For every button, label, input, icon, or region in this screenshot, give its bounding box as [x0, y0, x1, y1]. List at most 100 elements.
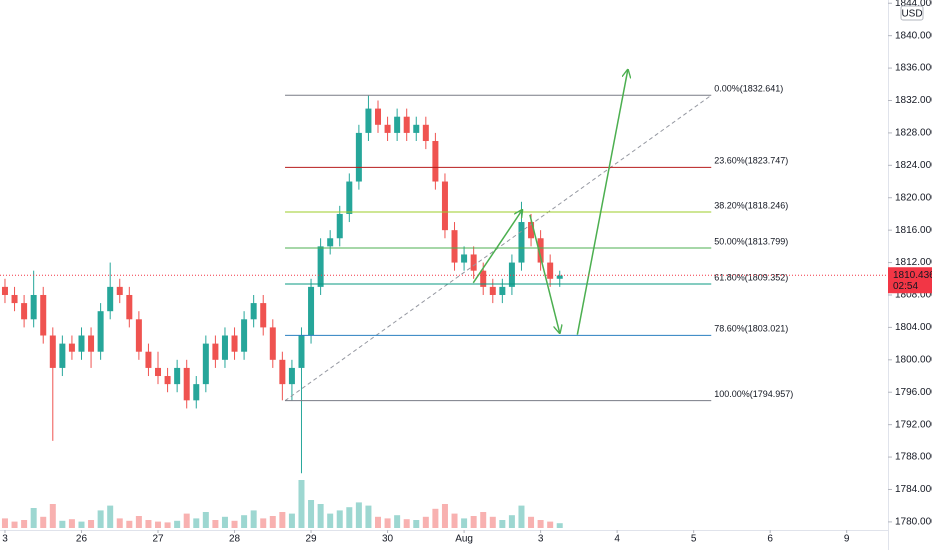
candle-body [528, 222, 535, 239]
volume-bar [556, 523, 563, 528]
volume-bar [317, 504, 324, 528]
volume-bar [375, 516, 382, 528]
forecast-arrow [576, 70, 628, 335]
volume-bar [1, 518, 8, 528]
candle-body [346, 181, 353, 214]
candle-body [365, 108, 372, 133]
candle-body [470, 254, 477, 271]
plot: 0.00%(1832.641) 23.60%(1823.747) 38.20%(18… [0, 70, 888, 528]
currency-box [900, 5, 924, 21]
volume-bar [269, 516, 276, 528]
candle-body [135, 319, 142, 352]
candle-body [441, 181, 448, 231]
forecast-arrow [472, 210, 522, 284]
candle-body [97, 311, 104, 352]
volume-bar [499, 520, 506, 528]
volume-bar [88, 520, 95, 528]
candle-body [250, 303, 257, 320]
volume-bar [97, 510, 104, 528]
volume-bar [298, 480, 305, 528]
candle-body [241, 319, 248, 352]
y-tick-label: 1808.000 [895, 290, 932, 301]
y-tick-label: 1788.000 [895, 452, 932, 463]
x-tick-label: 4 [614, 534, 620, 545]
volume-bar [11, 521, 18, 528]
y-tick-label: 1832.000 [895, 95, 932, 106]
candle-body [480, 270, 487, 287]
volume-bar [489, 516, 496, 528]
fib-label: 23.60%(1823.747) [714, 156, 788, 166]
volume-bar [260, 518, 267, 528]
volume-bar [327, 513, 334, 528]
x-tick-label: 3 [538, 534, 544, 545]
candle-body [260, 303, 267, 328]
candle-body [202, 343, 209, 385]
candle-body [461, 254, 468, 263]
candle-body [164, 376, 171, 385]
y-tick-label: 1812.000 [895, 257, 932, 268]
candle-body [68, 343, 75, 352]
candle-body [193, 384, 200, 401]
volume-bar [451, 513, 458, 528]
y-tick-label: 1820.000 [895, 192, 932, 203]
candle-body [116, 286, 123, 295]
candle-body [489, 286, 496, 295]
volume-bar [155, 521, 162, 528]
y-tick-label: 1780.000 [895, 517, 932, 528]
volume-bar [116, 518, 123, 528]
candle-body [212, 343, 219, 360]
volume-bar [241, 515, 248, 528]
y-tick-label: 1792.000 [895, 419, 932, 430]
volume-bar [422, 516, 429, 528]
candle-body [403, 116, 410, 133]
y-tick-label: 1784.000 [895, 484, 932, 495]
x-tick-label: 3 [2, 534, 8, 545]
volume-bar [432, 508, 439, 528]
volume-bar [394, 515, 401, 528]
volume-bar [59, 520, 66, 528]
fib-label: 50.00%(1813.799) [714, 236, 788, 246]
volume-bar [384, 518, 391, 528]
volume-bar [279, 512, 286, 528]
countdown-label: 02:54 [893, 281, 918, 292]
candle-body [78, 335, 85, 352]
volume-bar [164, 522, 171, 528]
volume-bar [30, 508, 37, 528]
y-tick-label: 1824.000 [895, 160, 932, 171]
volume-bar [336, 510, 343, 528]
candle-body [155, 367, 162, 377]
volume-bar [78, 521, 85, 528]
candle-body [308, 286, 315, 336]
volume-bar [21, 520, 28, 528]
volume-bar [174, 520, 181, 528]
candle-body [279, 359, 286, 385]
x-tick-label: Aug [455, 534, 473, 545]
volume-bar [202, 512, 209, 528]
candle-body [59, 343, 66, 368]
volume-bar [365, 505, 372, 528]
fib-label: 0.00%(1832.641) [714, 84, 783, 94]
volume-bar [145, 520, 152, 528]
y-tick-label: 1828.000 [895, 128, 932, 139]
fib-label: 61.80%(1809.352) [714, 272, 788, 282]
candle-body [336, 213, 343, 239]
candle-body [375, 108, 382, 125]
candle-body [355, 132, 362, 182]
candle-body [183, 367, 190, 401]
candle-body [384, 124, 391, 133]
candle-body [288, 367, 295, 385]
candle-body [508, 262, 515, 287]
y-tick-label: 1836.000 [895, 63, 932, 74]
candle-body [40, 294, 47, 336]
candle-body [499, 286, 506, 295]
volume-bar [413, 520, 420, 528]
fib-label: 100.00%(1794.957) [714, 389, 793, 399]
x-tick-label: 27 [152, 534, 164, 545]
volume-bar [308, 500, 315, 528]
candle-body [537, 238, 544, 263]
volume-bar [537, 520, 544, 528]
current-price-label: 1810.436 [893, 270, 932, 281]
candle-body [49, 335, 56, 368]
volume-bar [68, 519, 75, 528]
x-tick-label: 9 [844, 534, 850, 545]
